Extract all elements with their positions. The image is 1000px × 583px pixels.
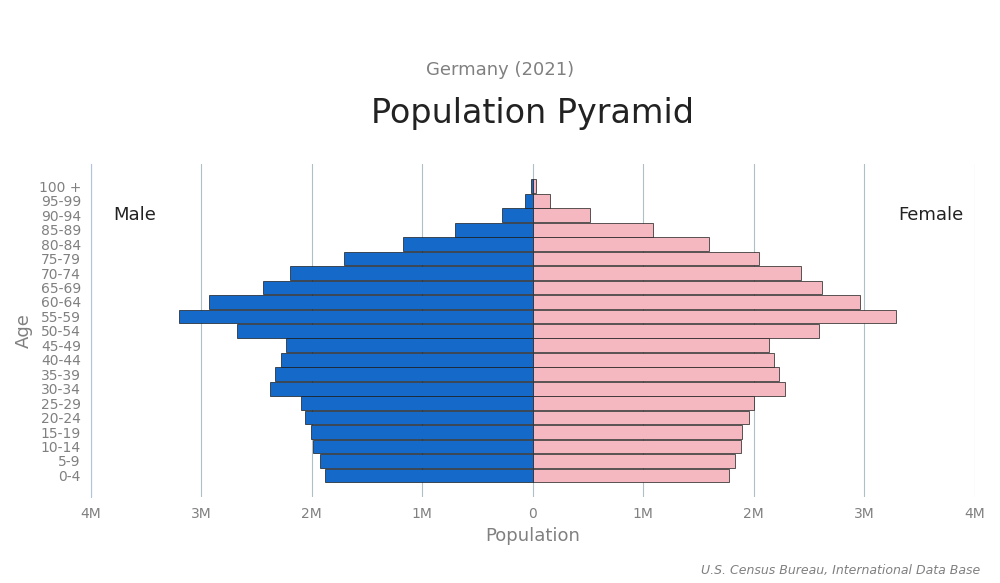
Text: Germany (2021): Germany (2021) xyxy=(426,61,574,79)
Bar xyxy=(275,367,533,381)
Bar xyxy=(533,237,709,251)
Bar xyxy=(533,280,822,294)
Bar xyxy=(281,353,533,367)
Bar xyxy=(237,324,533,338)
Bar xyxy=(344,252,533,265)
Bar xyxy=(301,396,533,410)
Bar xyxy=(533,353,774,367)
Bar xyxy=(533,310,896,323)
Text: Male: Male xyxy=(113,206,156,224)
Bar xyxy=(533,295,860,309)
Bar xyxy=(403,237,533,251)
Bar xyxy=(531,180,533,193)
Bar xyxy=(533,223,653,237)
Bar xyxy=(320,454,533,468)
Bar xyxy=(533,440,741,454)
Bar xyxy=(286,339,533,352)
Bar xyxy=(533,469,729,482)
Bar xyxy=(305,410,533,424)
Bar xyxy=(525,194,533,208)
Bar xyxy=(263,280,533,294)
Bar xyxy=(533,180,536,193)
Bar xyxy=(533,339,769,352)
Bar xyxy=(209,295,533,309)
X-axis label: Population: Population xyxy=(485,526,580,545)
Text: U.S. Census Bureau, International Data Base: U.S. Census Bureau, International Data B… xyxy=(701,564,980,577)
Bar xyxy=(533,194,550,208)
Text: Female: Female xyxy=(898,206,963,224)
Bar xyxy=(533,382,785,395)
Bar xyxy=(533,410,749,424)
Bar xyxy=(533,252,759,265)
Bar xyxy=(533,266,801,280)
Bar xyxy=(502,208,533,222)
Bar xyxy=(533,208,590,222)
Bar xyxy=(311,425,533,439)
Bar xyxy=(179,310,533,323)
Bar xyxy=(455,223,533,237)
Bar xyxy=(270,382,533,395)
Bar xyxy=(533,367,779,381)
Bar xyxy=(313,440,533,454)
Bar xyxy=(325,469,533,482)
Bar xyxy=(533,324,819,338)
Title: Population Pyramid: Population Pyramid xyxy=(371,97,694,129)
Bar xyxy=(533,454,735,468)
Bar xyxy=(290,266,533,280)
Bar xyxy=(533,425,742,439)
Bar xyxy=(533,396,754,410)
Y-axis label: Age: Age xyxy=(15,314,33,348)
